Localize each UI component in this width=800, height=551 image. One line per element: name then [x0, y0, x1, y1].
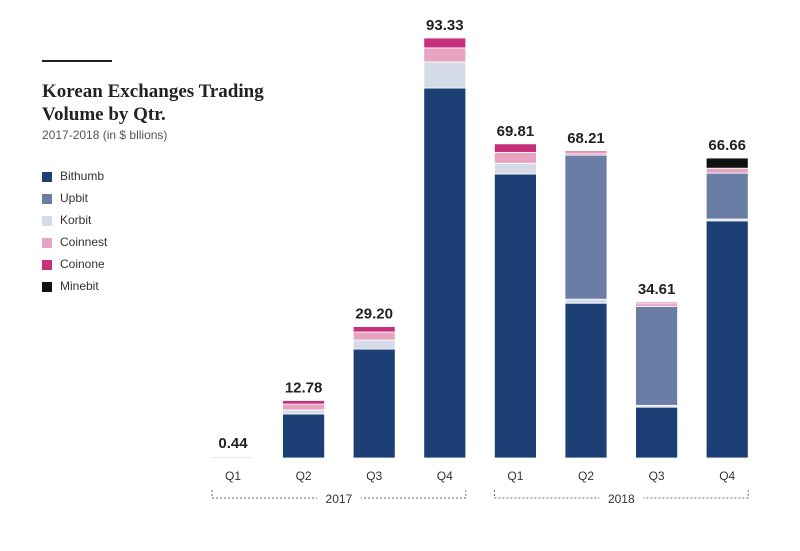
bar-segment	[635, 406, 678, 459]
bar-segment	[352, 348, 396, 459]
bar-segment	[705, 220, 749, 459]
total-label: 34.61	[638, 281, 676, 298]
chart-title: Korean Exchanges Trading Volume by Qtr.	[42, 81, 264, 125]
total-label: 66.66	[708, 137, 746, 154]
bar-segment	[282, 400, 326, 405]
bar-segment	[635, 305, 678, 406]
x-tick-label: Q2	[578, 469, 594, 483]
legend-swatch	[42, 238, 52, 248]
bar-segment	[705, 167, 749, 174]
bar-segment	[635, 303, 678, 307]
year-bracket	[493, 490, 749, 499]
total-label: 0.44	[218, 435, 248, 452]
bar-segment	[282, 409, 326, 415]
bar-segment	[705, 172, 749, 220]
x-tick-label: Q3	[649, 469, 665, 483]
bar-segment	[423, 61, 467, 89]
year-label: 2017	[326, 492, 353, 506]
bar-segment	[564, 298, 608, 304]
bar-segment	[635, 301, 678, 305]
year-bracket	[211, 490, 467, 499]
bar-segment	[423, 87, 467, 459]
legend-label: Minebit	[60, 279, 99, 293]
bar-segment	[564, 150, 608, 154]
legend-swatch	[42, 194, 52, 204]
total-label: 12.78	[285, 379, 323, 396]
bar-segment	[564, 154, 608, 300]
x-tick-label: Q3	[366, 469, 382, 483]
legend-label: Coinone	[60, 257, 105, 271]
bar-segment	[493, 162, 537, 175]
legend-swatch	[42, 260, 52, 270]
bar-segment	[352, 326, 396, 333]
x-tick-label: Q4	[719, 469, 735, 483]
bar-segment	[493, 143, 537, 153]
bar-segment	[352, 331, 396, 341]
bar-segment	[493, 152, 537, 164]
legend-swatch	[42, 282, 52, 292]
total-label: 29.20	[355, 306, 393, 323]
title-rule	[42, 60, 112, 62]
total-label: 93.33	[426, 17, 464, 34]
bar-segment	[423, 47, 467, 63]
legend-label: Bithumb	[60, 169, 104, 183]
bar-segment	[564, 302, 608, 459]
legend-swatch	[42, 172, 52, 182]
bar-segment	[282, 403, 326, 411]
legend-label: Upbit	[60, 191, 89, 205]
x-tick-label: Q2	[296, 469, 312, 483]
year-label-bg	[599, 492, 644, 506]
legend-swatch	[42, 216, 52, 226]
bar-segment	[423, 37, 467, 49]
chart-subtitle: 2017-2018 (in $ bllions)	[42, 128, 168, 142]
bar-segment	[705, 157, 749, 169]
x-tick-label: Q4	[437, 469, 453, 483]
year-label: 2018	[608, 492, 635, 506]
legend-label: Korbit	[60, 213, 92, 227]
bar-segment	[493, 173, 537, 459]
x-tick-label: Q1	[507, 469, 523, 483]
bar-segment	[282, 413, 326, 459]
bar-segment	[352, 339, 396, 350]
total-label: 69.81	[497, 123, 535, 140]
legend-label: Coinnest	[60, 235, 108, 249]
x-tick-label: Q1	[225, 469, 241, 483]
total-label: 68.21	[567, 130, 605, 147]
year-label-bg	[316, 492, 361, 506]
